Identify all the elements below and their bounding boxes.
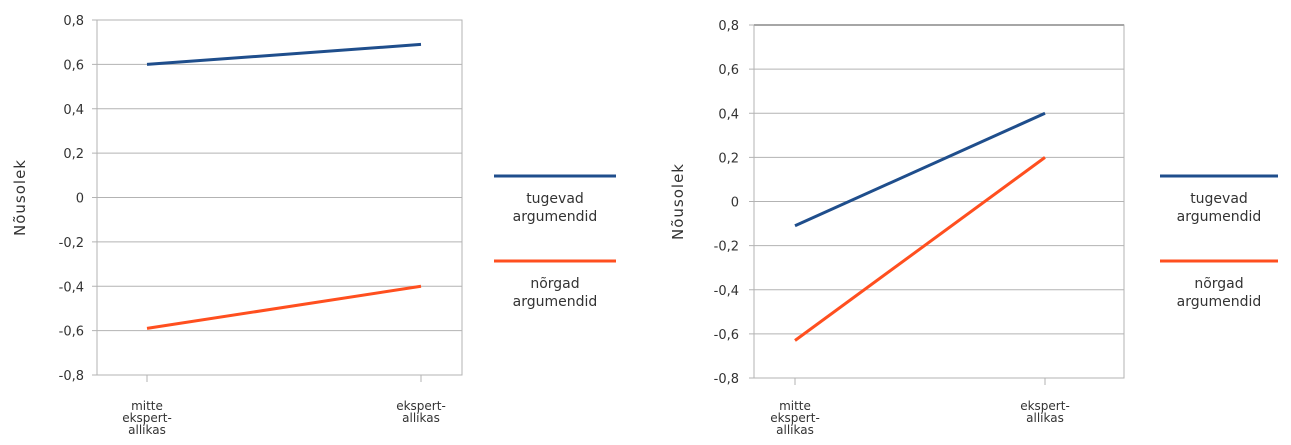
series-line xyxy=(794,111,1046,228)
y-tick-label: 0,6 xyxy=(718,63,739,78)
y-tick-label: -0,6 xyxy=(59,325,84,340)
series-line xyxy=(794,156,1046,342)
y-tick-label: 0,2 xyxy=(718,151,739,166)
legend-label: tugevad argumendid xyxy=(1177,191,1262,225)
y-tick-label: -0,8 xyxy=(59,369,84,384)
plot-frame xyxy=(96,19,463,376)
legend-label: tugevad argumendid xyxy=(513,191,598,225)
series-line xyxy=(146,42,422,66)
legend-label: nõrgad argumendid xyxy=(1177,276,1262,310)
y-tick-label: -0,2 xyxy=(714,240,739,255)
y-tick-label: -0,4 xyxy=(714,284,739,299)
x-tick-label: mitte ekspert-allikas xyxy=(770,399,820,437)
legend-label: nõrgad argumendid xyxy=(513,276,598,310)
y-tick-label: -0,6 xyxy=(714,328,739,343)
y-tick-label: -0,2 xyxy=(59,236,84,251)
series-line xyxy=(146,284,422,330)
y-tick-label: -0,8 xyxy=(714,372,739,387)
x-tick-label: ekspert-allikas xyxy=(1020,399,1070,425)
y-axis-label: Nõusolek xyxy=(669,163,687,240)
y-tick-label: 0 xyxy=(731,196,739,211)
y-tick-label: 0,6 xyxy=(63,58,84,73)
y-tick-label: 0 xyxy=(76,192,84,207)
x-tick-label: ekspert-allikas xyxy=(396,399,446,425)
y-tick-label: 0,8 xyxy=(718,19,739,34)
y-tick-label: -0,4 xyxy=(59,280,84,295)
y-tick-label: 0,4 xyxy=(63,103,84,118)
y-tick-label: 0,8 xyxy=(63,14,84,29)
x-tick-label: mitte ekspert-allikas xyxy=(122,399,172,437)
y-axis-label: Nõusolek xyxy=(11,159,29,236)
y-tick-label: 0,4 xyxy=(718,107,739,122)
y-tick-label: 0,2 xyxy=(63,147,84,162)
